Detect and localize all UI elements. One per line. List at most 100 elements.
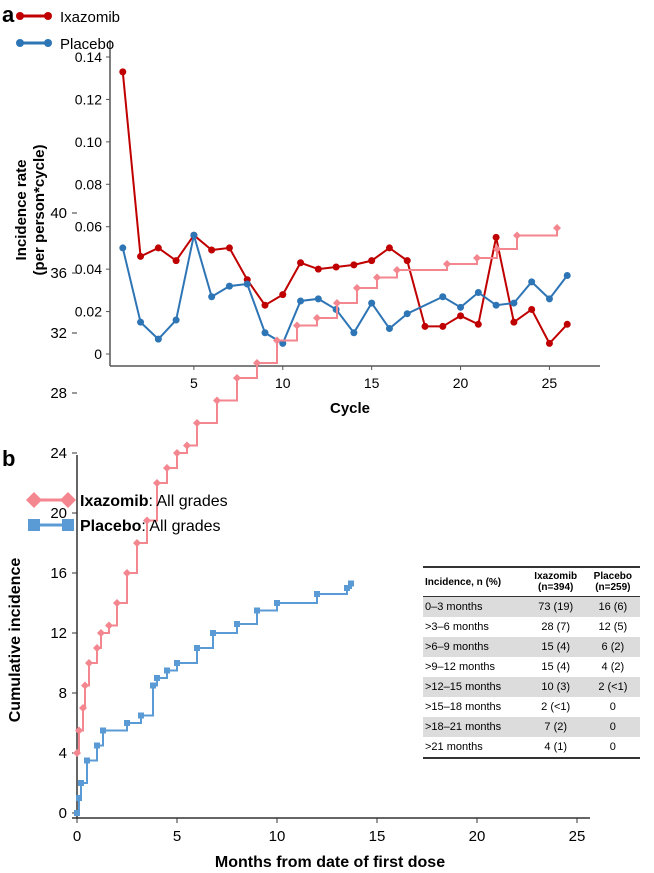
header-text: Ixazomib bbox=[534, 571, 578, 582]
y-tick-label-a: 0 bbox=[94, 346, 102, 362]
data-point-ixazomib bbox=[173, 449, 181, 457]
data-point-placebo bbox=[403, 310, 411, 318]
data-point-ixazomib bbox=[119, 68, 127, 76]
data-point-placebo bbox=[528, 278, 536, 286]
table-row: >18–21 months 7 (2) 0 bbox=[423, 717, 640, 737]
y-axis-label-a: Incidence rate(per person*cycle) bbox=[13, 145, 48, 276]
data-point-placebo bbox=[563, 272, 571, 280]
series-line-placebo bbox=[121, 234, 569, 345]
data-point-ixazomib bbox=[333, 299, 341, 307]
x-tick-label-a: 15 bbox=[364, 375, 380, 391]
y-tick-label-b: 16 bbox=[50, 565, 67, 582]
data-point-ixazomib bbox=[273, 336, 281, 345]
data-point-ixazomib bbox=[163, 464, 171, 472]
x-tick-label-a: 5 bbox=[190, 375, 198, 391]
data-point-placebo bbox=[314, 591, 320, 597]
header-text: Placebo bbox=[593, 571, 633, 582]
y-tick-label-a: 0.04 bbox=[75, 261, 102, 277]
data-point-ixazomib bbox=[75, 726, 83, 735]
legend-marker bbox=[60, 492, 76, 508]
data-point-ixazomib bbox=[183, 441, 191, 450]
y-tick-label-b: 40 bbox=[50, 205, 67, 222]
header-text: Incidence, n (%) bbox=[425, 576, 502, 588]
table-row: >3–6 months 28 (7) 12 (5) bbox=[423, 617, 640, 637]
data-point-placebo bbox=[234, 621, 240, 627]
table-row: >15–18 months 2 (<1) 0 bbox=[423, 697, 640, 717]
table-cell: 15 (4) bbox=[541, 661, 571, 673]
legend-label: Ixazomib bbox=[60, 9, 120, 26]
data-point-ixazomib bbox=[81, 681, 89, 690]
legend-series-name: Placebo bbox=[80, 518, 142, 535]
table-cell: 0 bbox=[585, 717, 640, 737]
data-point-ixazomib bbox=[373, 273, 381, 282]
data-point-placebo bbox=[261, 329, 269, 337]
x-tick-label-b: 25 bbox=[569, 828, 586, 845]
y-tick-label-a: 0.14 bbox=[75, 49, 102, 65]
data-point-placebo bbox=[510, 299, 518, 307]
y-tick-label-b: 24 bbox=[50, 445, 67, 462]
series-line-placebo bbox=[77, 583, 352, 814]
data-point-ixazomib bbox=[492, 233, 500, 241]
data-point-placebo bbox=[74, 810, 80, 816]
table-cell: 0 bbox=[609, 741, 616, 753]
data-point-ixazomib bbox=[443, 260, 451, 268]
table-row: >21 months 4 (1) 0 bbox=[423, 737, 640, 758]
legend-suffix: : All grades bbox=[141, 518, 220, 535]
data-point-ixazomib bbox=[253, 359, 261, 367]
y-tick-label-b: 36 bbox=[50, 265, 67, 282]
data-point-placebo bbox=[208, 293, 216, 301]
header-n: (n=394) bbox=[538, 582, 574, 593]
data-point-placebo bbox=[137, 318, 145, 326]
data-point-placebo bbox=[274, 600, 280, 606]
data-point-ixazomib bbox=[553, 224, 561, 232]
data-point-ixazomib bbox=[457, 312, 465, 320]
incidence-table: Incidence, n (%) Ixazomib (n=394) Placebo… bbox=[423, 566, 640, 759]
data-point-ixazomib bbox=[353, 284, 361, 292]
data-point-ixazomib bbox=[473, 254, 481, 262]
data-point-ixazomib bbox=[510, 318, 518, 326]
data-point-placebo bbox=[344, 585, 350, 591]
data-point-ixazomib bbox=[261, 301, 269, 309]
header-n: (n=259) bbox=[595, 582, 631, 593]
legend-marker bbox=[28, 519, 40, 531]
data-point-ixazomib bbox=[313, 314, 321, 322]
data-point-placebo bbox=[100, 727, 106, 734]
data-point-placebo bbox=[368, 299, 376, 307]
table-row: 0–3 months 73 (19) 16 (6) bbox=[423, 596, 640, 617]
data-point-placebo bbox=[174, 660, 180, 666]
table-row: >12–15 months 10 (3) 2 (<1) bbox=[423, 677, 640, 697]
data-point-ixazomib bbox=[563, 320, 571, 328]
y-tick-label-b: 0 bbox=[59, 805, 67, 822]
table-cell: 4 (2) bbox=[601, 661, 625, 673]
table-cell: >9–12 months bbox=[425, 661, 496, 673]
table-cell: 15 (4) bbox=[525, 637, 586, 657]
table-cell: 0 bbox=[609, 701, 616, 713]
x-tick-label-b: 10 bbox=[269, 828, 286, 845]
data-point-ixazomib bbox=[193, 419, 201, 427]
legend-series-name: Ixazomib bbox=[80, 493, 149, 510]
data-point-placebo bbox=[172, 316, 180, 324]
col-header: Ixazomib (n=394) bbox=[525, 567, 586, 597]
table-cell: 10 (3) bbox=[525, 677, 586, 697]
x-tick-label-a: 20 bbox=[453, 375, 469, 391]
legend-suffix: : All grades bbox=[148, 493, 227, 510]
data-point-ixazomib bbox=[213, 396, 221, 405]
data-point-placebo bbox=[119, 244, 127, 252]
y-tick-label-b: 4 bbox=[59, 745, 67, 762]
table-cell: 2 (<1) bbox=[585, 677, 640, 697]
y-tick-label-b: 28 bbox=[50, 385, 67, 402]
col-header: Incidence, n (%) bbox=[423, 567, 526, 597]
x-tick-label-a: 10 bbox=[275, 375, 291, 391]
data-point-ixazomib bbox=[439, 322, 447, 330]
data-point-ixazomib bbox=[97, 629, 105, 637]
data-point-ixazomib bbox=[153, 479, 161, 487]
data-point-placebo bbox=[348, 580, 354, 587]
data-point-placebo bbox=[190, 231, 198, 239]
legend-marker bbox=[44, 12, 52, 20]
data-point-placebo bbox=[243, 280, 251, 288]
data-point-ixazomib bbox=[513, 231, 521, 240]
x-tick-label-b: 20 bbox=[469, 828, 486, 845]
table-cell: 2 (<1) bbox=[541, 701, 571, 713]
data-point-placebo bbox=[124, 720, 130, 726]
data-point-ixazomib bbox=[73, 749, 81, 757]
